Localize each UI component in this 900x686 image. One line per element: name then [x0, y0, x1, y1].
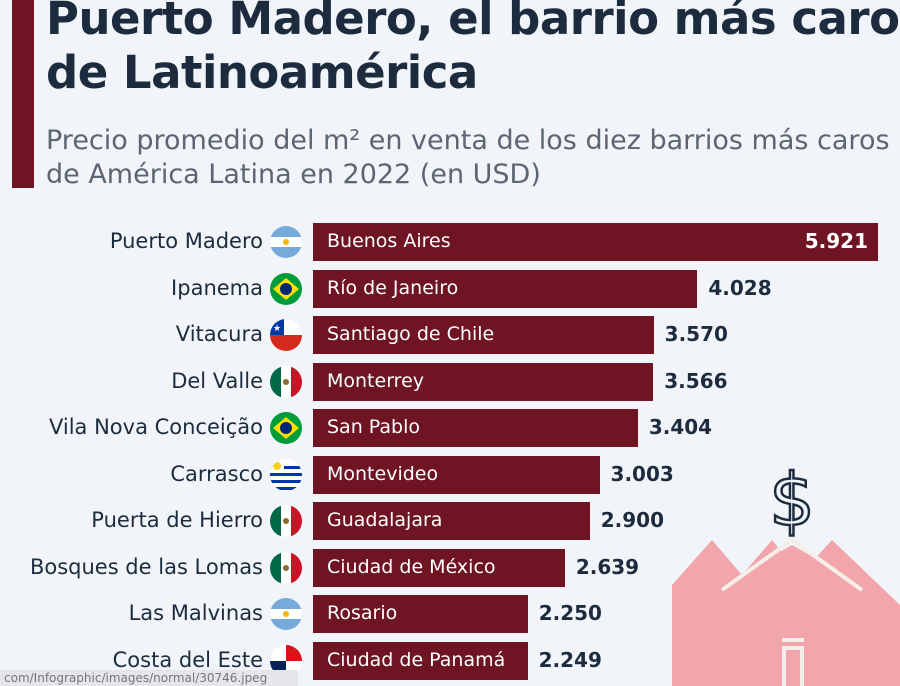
- city-label: Rosario: [327, 602, 398, 625]
- category-label: Del Valle: [171, 368, 263, 393]
- chart-title: Puerto Madero, el barrio más caro de Lat…: [46, 0, 900, 99]
- city-label: Montevideo: [327, 462, 439, 485]
- category-label: Vitacura: [175, 322, 263, 347]
- value-label: 3.404: [648, 415, 713, 440]
- browser-status-url: com/Infographic/images/normal/30746.jpeg: [0, 670, 298, 686]
- category-label: Bosques de las Lomas: [29, 554, 263, 579]
- city-label: Buenos Aires: [327, 230, 451, 252]
- value-label: 2.639: [575, 554, 640, 579]
- mexico-flag-icon: [270, 505, 302, 538]
- category-label: Las Malvinas: [128, 601, 263, 626]
- bar: [313, 223, 878, 261]
- city-label: San Pablo: [327, 416, 420, 439]
- category-label: Puerta de Hierro: [91, 508, 263, 533]
- value-label: 3.003: [610, 461, 674, 486]
- house-illustration-icon: $: [672, 457, 900, 686]
- bar: [313, 595, 528, 634]
- bar: [313, 641, 528, 680]
- value-label: 2.249: [538, 647, 602, 672]
- svg-text:$: $: [769, 458, 815, 542]
- bar: [313, 455, 600, 494]
- value-label: 3.570: [664, 322, 728, 347]
- chart-subtitle: Precio promedio del m² en venta de los d…: [46, 125, 890, 190]
- bar: [313, 409, 638, 448]
- bar: [313, 548, 565, 587]
- category-label: Puerto Madero: [109, 229, 263, 253]
- city-label: Santiago de Chile: [327, 323, 495, 346]
- value-label: 2.250: [538, 601, 602, 626]
- brazil-flag-icon: [270, 272, 302, 305]
- city-label: Guadalajara: [327, 509, 443, 532]
- bar: [313, 269, 698, 308]
- category-label: Carrasco: [170, 461, 263, 486]
- value-label: 5.921: [804, 229, 868, 253]
- value-label: 2.900: [600, 508, 664, 533]
- mexico-flag-icon: [270, 551, 302, 584]
- bar: [313, 362, 654, 401]
- city-label: Monterrey: [327, 369, 425, 392]
- svg-text:★: ★: [273, 324, 281, 334]
- argentina-flag-icon: [270, 226, 302, 258]
- category-label: Ipanema: [171, 275, 263, 300]
- city-label: Río de Janeiro: [327, 276, 459, 299]
- city-label: Ciudad de Panamá: [327, 648, 506, 671]
- category-label: Vila Nova Conceição: [48, 415, 263, 440]
- value-label: 4.028: [708, 275, 772, 300]
- brazil-flag-icon: [270, 412, 302, 445]
- chile-flag-icon: ★: [270, 319, 302, 352]
- argentina-flag-icon: [270, 598, 302, 631]
- mexico-flag-icon: [270, 365, 302, 398]
- category-label: Costa del Este: [112, 647, 263, 672]
- bar: [313, 316, 654, 355]
- value-label: 3.566: [664, 368, 728, 393]
- title-accent-bar: [12, 0, 34, 188]
- uruguay-flag-icon: [270, 458, 302, 491]
- city-label: Ciudad de México: [327, 555, 496, 578]
- bar: [313, 502, 590, 541]
